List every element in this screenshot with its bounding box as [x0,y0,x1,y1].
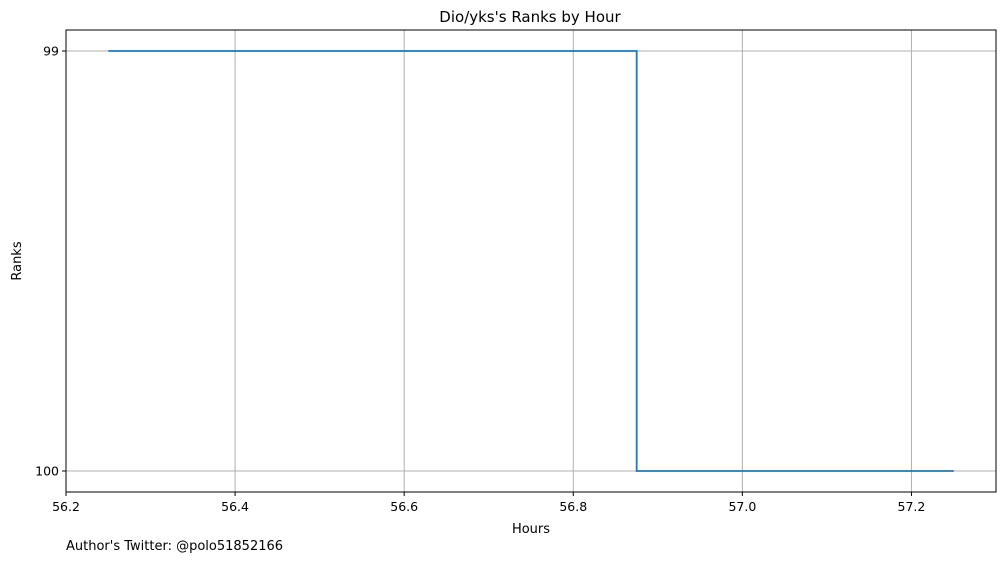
y-tick-label: 99 [43,44,59,59]
grid-lines [65,30,996,492]
series-line [108,50,954,472]
x-tick-label: 56.8 [559,499,587,514]
x-tick-label: 57.2 [898,499,926,514]
x-tick-label: 56.4 [221,499,249,514]
author-credit: Author's Twitter: @polo51852166 [66,539,283,554]
x-tick-label: 56.6 [390,499,418,514]
x-tick-label: 57.0 [728,499,756,514]
plot-frame [65,29,997,493]
y-axis: 99 100 [35,44,66,479]
x-axis-label: Hours [512,522,550,537]
y-tick-label: 100 [35,464,59,479]
x-axis: 56.2 56.4 56.6 56.8 57.0 57.2 [52,492,925,514]
series-layer [108,50,954,472]
y-axis-label: Ranks [10,241,25,280]
x-tick-label: 56.2 [52,499,80,514]
chart-title: Dio/yks's Ranks by Hour [439,8,621,26]
